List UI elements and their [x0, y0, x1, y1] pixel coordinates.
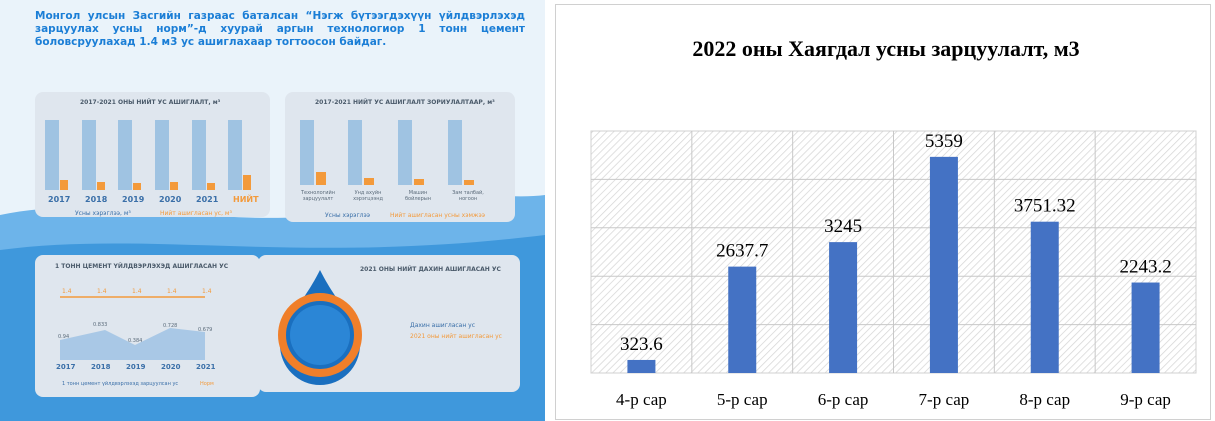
label: 0.384 [128, 338, 143, 344]
label: 0.728 [163, 323, 178, 329]
x-tick-label: 5-р сар [717, 390, 768, 409]
label: 2019 [126, 363, 146, 371]
infographic: Монгол улсын Засгийн газраас баталсан “Н… [0, 0, 545, 421]
label: 1 тонн цемент үйлдвэрлэхэд зарцуулсан ус [62, 381, 179, 387]
bar [1030, 221, 1059, 373]
panel [35, 255, 260, 397]
label: Унд ахуйн хэрэгцээнд [353, 190, 383, 202]
chart-frame: 2022 оны Хаягдал усны зарцуулалт, м3 323… [555, 4, 1211, 420]
label: Нийт ашигласан ус, м³ [160, 210, 232, 217]
x-tick-label: 6-р сар [818, 390, 869, 409]
label: Машин бойлерын [404, 190, 432, 202]
label: Нийт ашигласан усны хэмжээ [390, 212, 486, 219]
data-label: 5359 [925, 131, 963, 152]
label: 2021 [196, 195, 219, 204]
data-label: 323.6 [620, 334, 663, 355]
label: Зам талбай, ногоон [452, 190, 484, 202]
label: 2019 [122, 195, 145, 204]
label: 2017-2021 НИЙТ УС АШИГЛАЛТ ЗОРИУЛАЛТААР,… [315, 99, 495, 106]
chart: 323.6 4-р сар 2637.7 5-р сар 3245 6-р сар 5359… [590, 130, 1197, 409]
bar [1131, 282, 1160, 373]
x-tick-label: 8-р сар [1019, 390, 1070, 409]
x-tick-label: 4-р сар [616, 390, 667, 409]
label: 2021 ОНЫ НИЙТ ДАХИН АШИГЛАСАН УС [360, 266, 501, 273]
label: 0.679 [198, 327, 213, 333]
label: 1.4 [97, 288, 107, 295]
label: 2018 [91, 363, 111, 371]
label: Норм [200, 381, 214, 387]
label: 2018 [85, 195, 108, 204]
label: 2017-2021 ОНЫ НИЙТ УС АШИГЛАЛТ, м³ [80, 99, 221, 106]
label: Дахин ашигласан ус [410, 322, 476, 329]
label: 1.4 [132, 288, 142, 295]
label: 2017 [56, 363, 76, 371]
label: 2021 [196, 363, 216, 371]
label: НИЙТ [233, 195, 259, 204]
label: 2020 [161, 363, 181, 371]
data-label: 3245 [824, 216, 862, 237]
label: 0.94 [58, 334, 70, 340]
bar [929, 156, 958, 373]
label: 2021 оны нийт ашигласан ус [410, 333, 502, 340]
x-tick-label: 7-р сар [919, 390, 970, 409]
label: 0.833 [93, 322, 108, 328]
chart-title: 2022 оны Хаягдал усны зарцуулалт, м3 [692, 36, 1080, 61]
data-label: 3751.32 [1014, 196, 1076, 217]
label: 2020 [159, 195, 182, 204]
x-tick-label: 9-р сар [1120, 390, 1171, 409]
label: Усны хэрэглээ [325, 212, 371, 219]
bar [829, 242, 858, 373]
bar [728, 266, 757, 373]
header: Монгол улсын Засгийн газраас баталсан “Н… [35, 10, 525, 48]
label: 1.4 [167, 288, 177, 295]
label: 1 ТОНН ЦЕМЕНТ ҮЙЛДВЭРЛЭХЭД АШИГЛАСАН УС [55, 263, 229, 270]
label: Технологийн зарцуулалт [300, 190, 336, 202]
data-label: 2243.2 [1119, 257, 1171, 278]
label: 1.4 [202, 288, 212, 295]
bar [627, 359, 656, 373]
label: 1.4 [62, 288, 72, 295]
panel-graphics [45, 120, 474, 385]
label: Усны хэрэглээ, м³ [75, 210, 131, 217]
label: 2017 [48, 195, 71, 204]
data-label: 2637.7 [716, 241, 768, 262]
